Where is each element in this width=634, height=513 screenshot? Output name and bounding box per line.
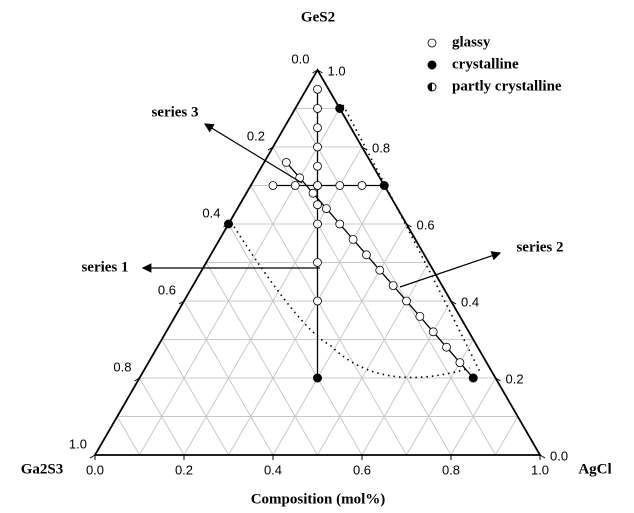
tick-mark <box>450 300 457 305</box>
corner-label: AgCl <box>578 461 611 477</box>
point <box>427 38 437 48</box>
tick-mark <box>89 454 96 459</box>
triangle-frame <box>93 68 542 456</box>
right-tick-label: 0.2 <box>506 371 524 386</box>
x-axis-label: Composition (mol%) <box>251 491 386 507</box>
legend-label: partly crystalline <box>452 78 562 94</box>
point <box>313 84 322 94</box>
point <box>313 296 322 306</box>
grid-line <box>139 108 341 456</box>
left-tick-label: 0.8 <box>113 359 131 374</box>
point <box>313 200 322 210</box>
arrow <box>399 251 502 288</box>
point <box>313 258 322 267</box>
point <box>335 104 345 113</box>
tick-mark <box>267 146 274 151</box>
tick-mark <box>495 377 501 382</box>
tick-mark <box>539 454 546 459</box>
right-tick-label: 0.6 <box>417 217 435 232</box>
point <box>321 204 331 214</box>
legend-label: glassy <box>452 34 491 50</box>
right-tick-label: 0.0 <box>550 448 568 463</box>
point <box>313 181 322 190</box>
bottom-tick-label: 0.8 <box>442 462 460 477</box>
left-tick-label: 0.4 <box>202 205 220 220</box>
point <box>268 181 278 190</box>
series-label: series 1 <box>81 259 128 275</box>
left-tick-label: 0.2 <box>247 128 265 143</box>
point <box>313 104 322 113</box>
point <box>335 181 345 190</box>
left-tick-label: 0.6 <box>158 282 176 297</box>
point <box>428 327 438 337</box>
right-tick-label: 0.4 <box>461 294 479 309</box>
grid-line <box>250 185 407 456</box>
point <box>290 181 300 190</box>
left-tick-label: 1.0 <box>69 436 87 451</box>
point <box>468 373 478 383</box>
tick-mark <box>134 377 140 382</box>
point <box>379 181 389 190</box>
point <box>313 142 322 152</box>
point-half <box>428 83 432 91</box>
bottom-tick-label: 0.0 <box>86 462 104 477</box>
legend-label: crystalline <box>452 56 519 72</box>
arrow <box>203 123 303 184</box>
grid-line <box>228 223 363 456</box>
grid-line <box>495 416 519 456</box>
grid-line <box>294 108 496 456</box>
grid-line <box>317 262 430 456</box>
grid-line <box>450 377 496 456</box>
point <box>362 250 371 260</box>
bottom-tick-label: 0.4 <box>264 462 282 477</box>
tick-mark <box>178 300 185 305</box>
point <box>313 373 322 383</box>
grid-line <box>205 262 318 456</box>
point <box>357 181 367 190</box>
tick-mark <box>223 223 229 228</box>
glass-region-boundary <box>342 104 481 373</box>
left-tick-label: 0.0 <box>291 51 309 66</box>
tick-mark <box>406 223 412 228</box>
point <box>313 219 322 229</box>
grid-line <box>183 300 274 456</box>
corner-label: Ga2S3 <box>21 461 64 477</box>
grid-line <box>161 339 229 456</box>
series-label: series 2 <box>516 239 563 255</box>
point <box>402 296 411 306</box>
point <box>348 234 358 244</box>
point <box>335 219 345 229</box>
bottom-tick-label: 0.2 <box>175 462 193 477</box>
grid-line <box>272 223 407 456</box>
point <box>308 188 318 198</box>
point <box>281 157 291 167</box>
glass-region-boundary <box>230 221 471 379</box>
right-tick-label: 0.8 <box>372 140 390 155</box>
point <box>427 60 437 70</box>
point <box>388 281 398 291</box>
bottom-tick-label: 0.6 <box>353 462 371 477</box>
tick-mark <box>312 69 318 74</box>
series-label: series 3 <box>151 104 198 120</box>
grid-line <box>116 416 140 456</box>
series-lines <box>273 89 474 379</box>
point <box>375 265 385 275</box>
tick-mark <box>317 69 323 74</box>
legend: glassy crystalline partly crystalline <box>427 34 562 94</box>
chart-title: GeS2 <box>301 9 335 25</box>
point <box>313 161 322 171</box>
point <box>415 311 425 321</box>
grid-line <box>139 377 185 456</box>
bottom-tick-label: 1.0 <box>531 462 549 477</box>
points <box>224 84 478 383</box>
point <box>313 123 322 133</box>
grid-line <box>406 339 474 456</box>
point <box>455 358 465 368</box>
tick-mark <box>361 146 368 151</box>
grid-line <box>361 300 452 456</box>
right-tick-label: 1.0 <box>328 63 346 78</box>
grid-line <box>228 185 385 456</box>
point <box>442 342 451 352</box>
